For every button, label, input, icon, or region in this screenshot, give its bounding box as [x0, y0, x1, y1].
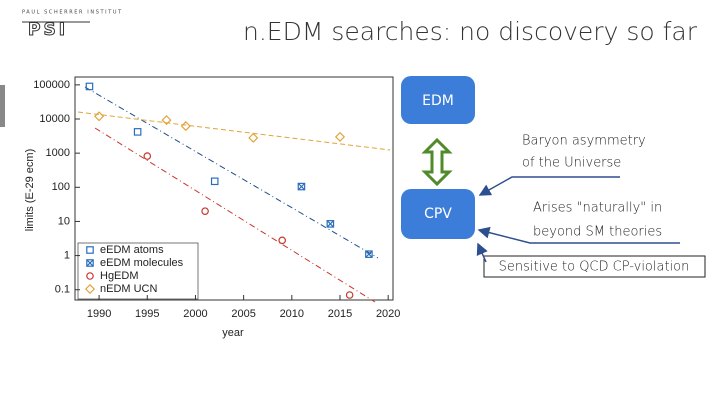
marker-part — [345, 291, 354, 299]
logo: PSI — [28, 20, 68, 40]
point — [278, 236, 286, 245]
point — [248, 132, 259, 143]
y-tick-label: 1000 — [46, 147, 70, 159]
marker-part — [84, 283, 96, 295]
double-arrow — [421, 137, 453, 187]
point — [161, 115, 172, 126]
edm-box — [401, 76, 475, 124]
y-tick-label: 10000 — [39, 113, 70, 125]
y-tick-label: 100 — [52, 181, 70, 193]
legend-label: nEDM UCN — [100, 283, 158, 295]
edm-label: EDM — [422, 93, 454, 109]
point — [86, 259, 94, 267]
x-axis-label: year — [222, 327, 244, 339]
side-bar — [0, 85, 5, 127]
marker-part — [86, 246, 94, 254]
baryon-text: of the Universe — [522, 156, 621, 171]
marker-part — [180, 121, 191, 132]
fit-line — [84, 86, 379, 259]
marker-part — [161, 115, 172, 126]
point — [201, 207, 209, 215]
point — [180, 121, 191, 132]
marker-part — [210, 177, 219, 186]
point — [85, 82, 94, 91]
point — [143, 152, 152, 160]
x-tick-label: 2000 — [183, 308, 207, 320]
y-tick-label: 100000 — [33, 79, 70, 91]
point — [326, 220, 335, 228]
marker-part — [86, 259, 94, 267]
logo-caption: PAUL SCHERRER INSTITUT — [22, 10, 123, 16]
point — [94, 111, 105, 122]
arises-text: beyond SM theories — [533, 225, 662, 240]
point — [86, 272, 94, 280]
marker-part — [248, 132, 259, 143]
x-tick-label: 2020 — [376, 308, 400, 320]
point — [210, 177, 219, 186]
legend-label: HgEDM — [100, 270, 139, 282]
marker-part — [326, 220, 335, 228]
legend-box — [77, 242, 199, 300]
y-tick-label: 10 — [58, 215, 70, 227]
point — [345, 291, 354, 299]
legend-label: eEDM molecules — [100, 257, 184, 269]
marker-part — [297, 182, 306, 191]
cpv-label: CPV — [424, 206, 452, 222]
point — [86, 246, 94, 254]
marker-part — [278, 236, 286, 245]
y-tick-label: 0.1 — [55, 284, 70, 296]
x-tick-label: 1995 — [135, 308, 159, 320]
marker-part — [85, 82, 94, 91]
marker-part — [201, 207, 209, 215]
x-tick-label: 2010 — [280, 308, 304, 320]
x-tick-label: 1990 — [87, 308, 111, 320]
arrow — [478, 176, 620, 196]
point — [365, 250, 373, 258]
marker-part — [365, 250, 373, 258]
marker-part — [86, 259, 94, 267]
arises-text: Arises "naturally" in — [533, 201, 662, 216]
baryon-text: Baryon asymmetry — [522, 134, 646, 149]
marker-part — [86, 272, 94, 280]
qcd-text: Sensitive to QCD CP-violation — [499, 260, 690, 275]
plot-frame — [74, 76, 394, 301]
point — [133, 128, 142, 136]
cpv-box — [401, 189, 475, 239]
marker-part — [365, 250, 373, 258]
point — [334, 131, 346, 142]
marker-part — [94, 111, 105, 122]
marker-part — [297, 182, 306, 191]
fit-line — [77, 111, 391, 151]
y-tick-label: 1 — [64, 249, 70, 261]
legend-label: eEDM atoms — [100, 244, 164, 256]
marker-part — [326, 220, 334, 228]
point — [297, 182, 306, 191]
arrow — [477, 226, 680, 244]
marker-part — [334, 131, 346, 142]
x-tick-label: 2005 — [231, 308, 255, 320]
x-tick-label: 2015 — [328, 308, 352, 320]
fit-line — [94, 127, 376, 303]
marker-part — [133, 128, 142, 136]
marker-part — [143, 152, 152, 160]
qcd-box — [483, 255, 706, 278]
arrow — [476, 242, 488, 263]
y-axis-label: limits (E-29 ecm) — [24, 149, 36, 232]
slide-title: n.EDM searches: no discovery so far — [243, 17, 698, 46]
point — [84, 283, 96, 295]
